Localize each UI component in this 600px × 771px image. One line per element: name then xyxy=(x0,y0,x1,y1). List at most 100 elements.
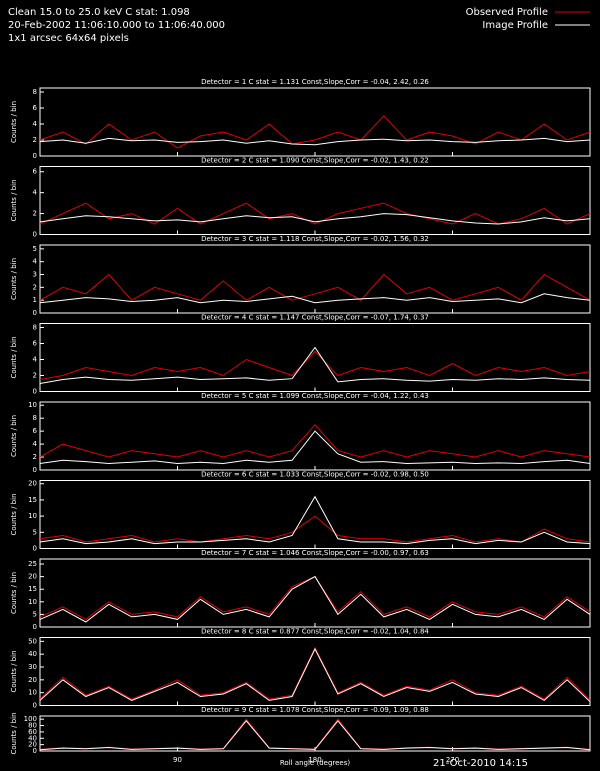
y-tick-label: 0 xyxy=(33,545,37,553)
y-axis-label: Counts / bin xyxy=(10,101,18,143)
image-line xyxy=(39,575,591,623)
y-tick-label: 4 xyxy=(33,356,38,364)
y-tick-label: 15 xyxy=(28,585,37,593)
panel-title: Detector = 2 C stat = 1.090 Const,Slope,… xyxy=(201,157,429,165)
y-tick-label: 10 xyxy=(28,598,37,606)
y-tick-label: 3 xyxy=(33,271,37,279)
y-tick-label: 0 xyxy=(33,702,37,710)
y-tick-label: 2 xyxy=(33,372,37,380)
image-line xyxy=(39,293,591,304)
y-tick-label: 20 xyxy=(28,573,37,581)
panel-title: Detector = 7 C stat = 1.046 Const,Slope,… xyxy=(201,549,429,557)
observed-line xyxy=(39,115,591,149)
y-tick-label: 10 xyxy=(28,689,37,697)
y-tick-label: 60 xyxy=(28,728,37,736)
y-axis-label: Counts / bin xyxy=(10,179,18,221)
y-tick-label: 5 xyxy=(33,528,37,536)
image-line xyxy=(39,647,591,703)
y-tick-label: 0 xyxy=(33,623,37,631)
y-tick-label: 50 xyxy=(28,637,37,645)
y-tick-label: 5 xyxy=(33,245,37,253)
panel-title: Detector = 8 C stat = 0.877 Const,Slope,… xyxy=(201,628,429,636)
y-tick-label: 6 xyxy=(33,427,38,435)
y-tick-label: 2 xyxy=(33,283,37,291)
y-tick-label: 20 xyxy=(28,480,37,488)
y-axis-label: Counts / bin xyxy=(10,258,18,300)
y-tick-label: 4 xyxy=(33,440,38,448)
x-axis-label: Roll angle (degrees) xyxy=(280,759,351,767)
y-tick-label: 10 xyxy=(28,512,37,520)
observed-line xyxy=(39,202,591,225)
observed-line xyxy=(39,273,591,301)
y-tick-label: 0 xyxy=(33,309,37,317)
y-tick-label: 20 xyxy=(28,741,37,749)
plot-frame xyxy=(39,87,591,157)
y-axis-label: Counts / bin xyxy=(10,415,18,457)
x-tick-label: 90 xyxy=(173,756,182,764)
header-line: 20-Feb-2002 11:06:10.000 to 11:06:40.000 xyxy=(8,20,225,31)
y-tick-label: 8 xyxy=(33,324,37,332)
observed-line xyxy=(39,646,591,701)
y-tick-label: 100 xyxy=(24,715,37,723)
y-tick-label: 30 xyxy=(28,663,37,671)
y-tick-label: 40 xyxy=(28,734,37,742)
legend-label: Observed Profile xyxy=(466,7,548,18)
plot-frame xyxy=(39,558,591,628)
y-tick-label: 0 xyxy=(33,152,37,160)
panel-title: Detector = 6 C stat = 1.033 Const,Slope,… xyxy=(201,471,429,479)
observed-line xyxy=(39,515,591,543)
observed-line xyxy=(39,423,591,458)
image-line xyxy=(39,430,591,465)
y-tick-label: 0 xyxy=(33,466,37,474)
y-tick-label: 8 xyxy=(33,88,37,96)
plot-frame xyxy=(39,401,591,471)
y-tick-label: 5 xyxy=(33,610,37,618)
y-tick-label: 15 xyxy=(28,496,37,504)
x-tick-label: 180 xyxy=(308,756,321,764)
y-axis-label: Counts / bin xyxy=(10,493,18,535)
plot-frame xyxy=(39,323,591,392)
y-tick-label: 4 xyxy=(33,258,38,266)
y-axis-label: Counts / bin xyxy=(10,336,18,378)
y-axis-label: Counts / bin xyxy=(10,572,18,614)
observed-line xyxy=(39,575,591,620)
y-tick-label: 10 xyxy=(28,401,37,409)
header-line: 1x1 arcsec 64x64 pixels xyxy=(8,33,129,44)
image-line xyxy=(39,720,591,751)
plot-frame xyxy=(39,715,591,752)
y-tick-label: 4 xyxy=(33,189,38,197)
image-line xyxy=(39,346,591,384)
plot-frame xyxy=(39,480,591,549)
header-line: Clean 15.0 to 25.0 keV C stat: 1.098 xyxy=(8,7,190,18)
y-tick-label: 0 xyxy=(33,231,37,239)
y-tick-label: 4 xyxy=(33,120,38,128)
legend-label: Image Profile xyxy=(482,20,548,31)
panel-title: Detector = 5 C stat = 1.099 Const,Slope,… xyxy=(201,392,429,400)
footer: 21-Oct-2010 14:15 xyxy=(433,758,528,769)
y-tick-label: 1 xyxy=(33,296,37,304)
y-tick-label: 0 xyxy=(33,388,37,396)
y-tick-label: 6 xyxy=(33,168,38,176)
y-axis-label: Counts / bin xyxy=(10,650,18,692)
x-tick-label: 270 xyxy=(446,756,459,764)
y-tick-label: 2 xyxy=(33,210,37,218)
image-line xyxy=(39,495,591,545)
image-line xyxy=(39,213,591,225)
y-tick-label: 6 xyxy=(33,340,38,348)
y-tick-label: 2 xyxy=(33,453,37,461)
y-tick-label: 8 xyxy=(33,414,37,422)
panel-title: Detector = 9 C stat = 1.078 Const,Slope,… xyxy=(201,706,429,714)
image-line xyxy=(39,137,591,146)
observed-line xyxy=(39,350,591,380)
y-tick-label: 2 xyxy=(33,136,37,144)
y-axis-label: Counts / bin xyxy=(10,712,18,754)
y-tick-label: 20 xyxy=(28,676,37,684)
y-tick-label: 80 xyxy=(28,722,37,730)
observed-line xyxy=(39,718,591,750)
y-tick-label: 0 xyxy=(33,747,37,755)
y-tick-label: 6 xyxy=(33,104,38,112)
y-tick-label: 25 xyxy=(28,560,37,568)
panel-title: Detector = 3 C stat = 1.118 Const,Slope,… xyxy=(201,235,429,243)
